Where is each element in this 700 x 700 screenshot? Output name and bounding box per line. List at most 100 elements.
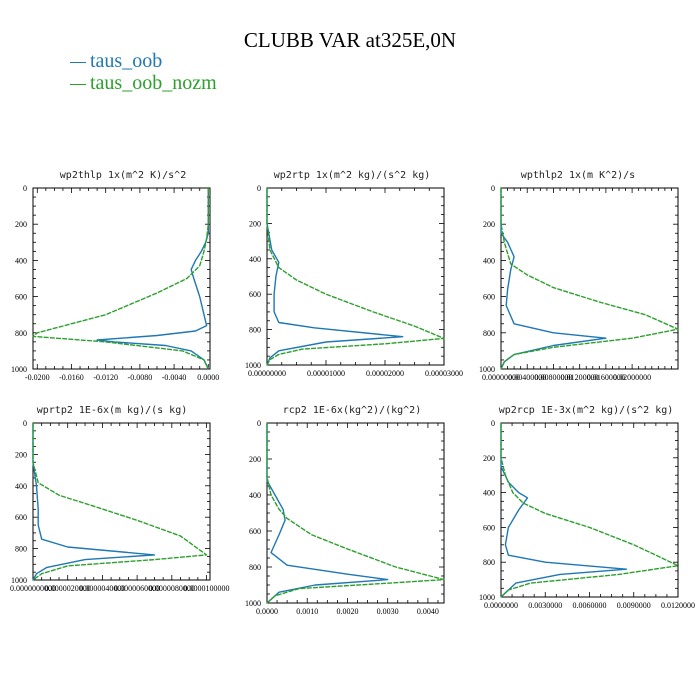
- series-line-taus-oob-nozm: [32, 188, 210, 370]
- y-tick-label: 0: [491, 184, 495, 193]
- y-tick-label: 200: [483, 454, 495, 463]
- y-tick-label: 800: [483, 329, 495, 338]
- x-tick-label: 0.0000100000: [184, 584, 230, 593]
- y-tick-label: 200: [249, 219, 261, 228]
- y-tick-label: 200: [15, 220, 27, 229]
- legend-line-icon: [70, 61, 86, 63]
- legend-item-taus-oob-nozm: taus_oob_nozm: [70, 72, 217, 94]
- series-line-taus-oob: [500, 423, 628, 598]
- plot-frame: [266, 422, 445, 604]
- y-tick-label: 200: [483, 220, 495, 229]
- y-tick-label: 0: [491, 419, 495, 428]
- legend-line-icon: [70, 83, 86, 85]
- panel-title: wprtp2 1E-6x(m kg)/(s kg): [37, 405, 188, 416]
- y-tick-label: 800: [249, 326, 261, 335]
- x-tick-label: -0.0200: [25, 373, 50, 382]
- series-line-taus-oob-nozm: [266, 423, 445, 604]
- x-tick-label: 0.0000000: [484, 601, 518, 610]
- x-tick-label: 0.0020: [336, 607, 358, 616]
- y-tick-label: 0: [23, 184, 27, 193]
- y-tick-label: 800: [483, 558, 495, 567]
- x-tick-label: 0.0030: [377, 607, 399, 616]
- chart-panel-5: rcp2 1E-6x(kg^2)/(kg^2) 0 200 400 600 800 1000…: [245, 405, 445, 616]
- x-tick-label: -0.0160: [59, 373, 84, 382]
- x-tick-label: 0.00400000: [508, 373, 546, 382]
- y-tick-label: 800: [15, 545, 27, 554]
- x-tick-label: 0.0010: [296, 607, 318, 616]
- series-line-taus-oob: [96, 188, 210, 370]
- legend-label: taus_oob: [90, 50, 163, 72]
- x-tick-label: 0.00002000: [366, 369, 404, 378]
- chart-panel-2: wp2rtp 1x(m^2 kg)/(s^2 kg) 0 200 400 600 800 1…: [245, 170, 463, 378]
- y-tick-label: 600: [483, 523, 495, 532]
- series-line-taus-oob: [32, 423, 156, 581]
- y-tick-label: 1000: [245, 599, 261, 608]
- y-tick-label: 0: [23, 419, 27, 428]
- y-tick-label: 0: [257, 419, 261, 428]
- panel-title: wp2rcp 1E-3x(m^2 kg)/(s^2 kg): [499, 405, 674, 416]
- x-tick-label: 0.0000: [256, 607, 278, 616]
- plot-frame: [500, 187, 679, 370]
- y-tick-label: 1000: [479, 593, 495, 602]
- chart-panel-4: wprtp2 1E-6x(m kg)/(s kg) 0 200 400 600 800 10…: [10, 405, 230, 593]
- x-tick-label: 0.0000000000: [10, 584, 56, 593]
- series-line-taus-oob: [266, 188, 404, 366]
- panel-title: wp2rtp 1x(m^2 kg)/(s^2 kg): [274, 170, 431, 181]
- panel-title: wpthlp2 1x(m K^2)/s: [521, 170, 635, 181]
- x-tick-label: 0.00800000: [534, 373, 572, 382]
- y-tick-label: 800: [15, 329, 27, 338]
- x-tick-label: 0.0030000: [528, 601, 562, 610]
- y-tick-label: 1000: [245, 361, 261, 370]
- plot-frame: [266, 187, 445, 366]
- x-tick-label: 0.00000000: [248, 369, 286, 378]
- x-tick-label: 0.0000060000: [114, 584, 160, 593]
- x-tick-label: 0.0000: [197, 373, 219, 382]
- y-tick-label: 0: [257, 184, 261, 193]
- x-tick-label: 0.01600000: [587, 373, 625, 382]
- chart-panel-1: wp2thlp 1x(m^2 K)/s^202004006008001000-0…: [11, 170, 219, 382]
- panel-title: wp2thlp 1x(m^2 K)/s^2: [60, 170, 186, 181]
- chart-panel-6: wp2rcp 1E-3x(m^2 kg)/(s^2 kg) 0 200 400 600 8…: [479, 405, 695, 610]
- x-tick-label: 0.0060000: [573, 601, 607, 610]
- x-tick-label: 0.01200000: [561, 373, 599, 382]
- y-tick-label: 1000: [11, 365, 27, 374]
- series-line-taus-oob: [500, 188, 607, 370]
- x-tick-label: 0.0040: [417, 607, 439, 616]
- x-tick-label: 0.0090000: [617, 601, 651, 610]
- x-tick-label: 0.0120000: [661, 601, 695, 610]
- y-tick-label: 600: [249, 290, 261, 299]
- y-tick-label: 400: [15, 256, 27, 265]
- y-tick-label: 600: [483, 293, 495, 302]
- x-tick-label: 0.00003000: [425, 369, 463, 378]
- series-line-taus-oob-nozm: [266, 188, 445, 366]
- y-tick-label: 400: [249, 255, 261, 264]
- y-tick-label: 400: [15, 482, 27, 491]
- y-tick-label: 200: [15, 450, 27, 459]
- x-tick-label: 0.0000020000: [45, 584, 91, 593]
- y-tick-label: 800: [249, 563, 261, 572]
- series-line-taus-oob-nozm: [32, 423, 208, 581]
- y-tick-label: 600: [15, 513, 27, 522]
- chart-panel-3: wpthlp2 1x(m K^2)/s020040060080010000.00…: [479, 170, 679, 382]
- y-tick-label: 400: [483, 256, 495, 265]
- legend-label: taus_oob_nozm: [90, 72, 217, 94]
- series-line-taus-oob-nozm: [500, 188, 679, 370]
- legend-item-taus-oob: taus_oob: [70, 50, 162, 72]
- plot-frame: [500, 422, 679, 598]
- x-tick-label: 0.00000000: [482, 373, 520, 382]
- x-tick-label: 0.0000040000: [79, 584, 125, 593]
- x-tick-label: -0.0040: [162, 373, 187, 382]
- y-tick-label: 400: [249, 491, 261, 500]
- x-tick-label: 0.00001000: [307, 369, 345, 378]
- y-tick-label: 600: [249, 527, 261, 536]
- y-tick-label: 1000: [479, 365, 495, 374]
- x-tick-label: -0.0080: [128, 373, 153, 382]
- y-tick-label: 600: [15, 293, 27, 302]
- y-tick-label: 400: [483, 489, 495, 498]
- y-tick-label: 1000: [11, 576, 27, 585]
- series-line-taus-oob: [266, 423, 389, 604]
- x-tick-label: 0.0000080000: [149, 584, 195, 593]
- x-tick-label: -0.0120: [93, 373, 118, 382]
- y-tick-label: 200: [249, 455, 261, 464]
